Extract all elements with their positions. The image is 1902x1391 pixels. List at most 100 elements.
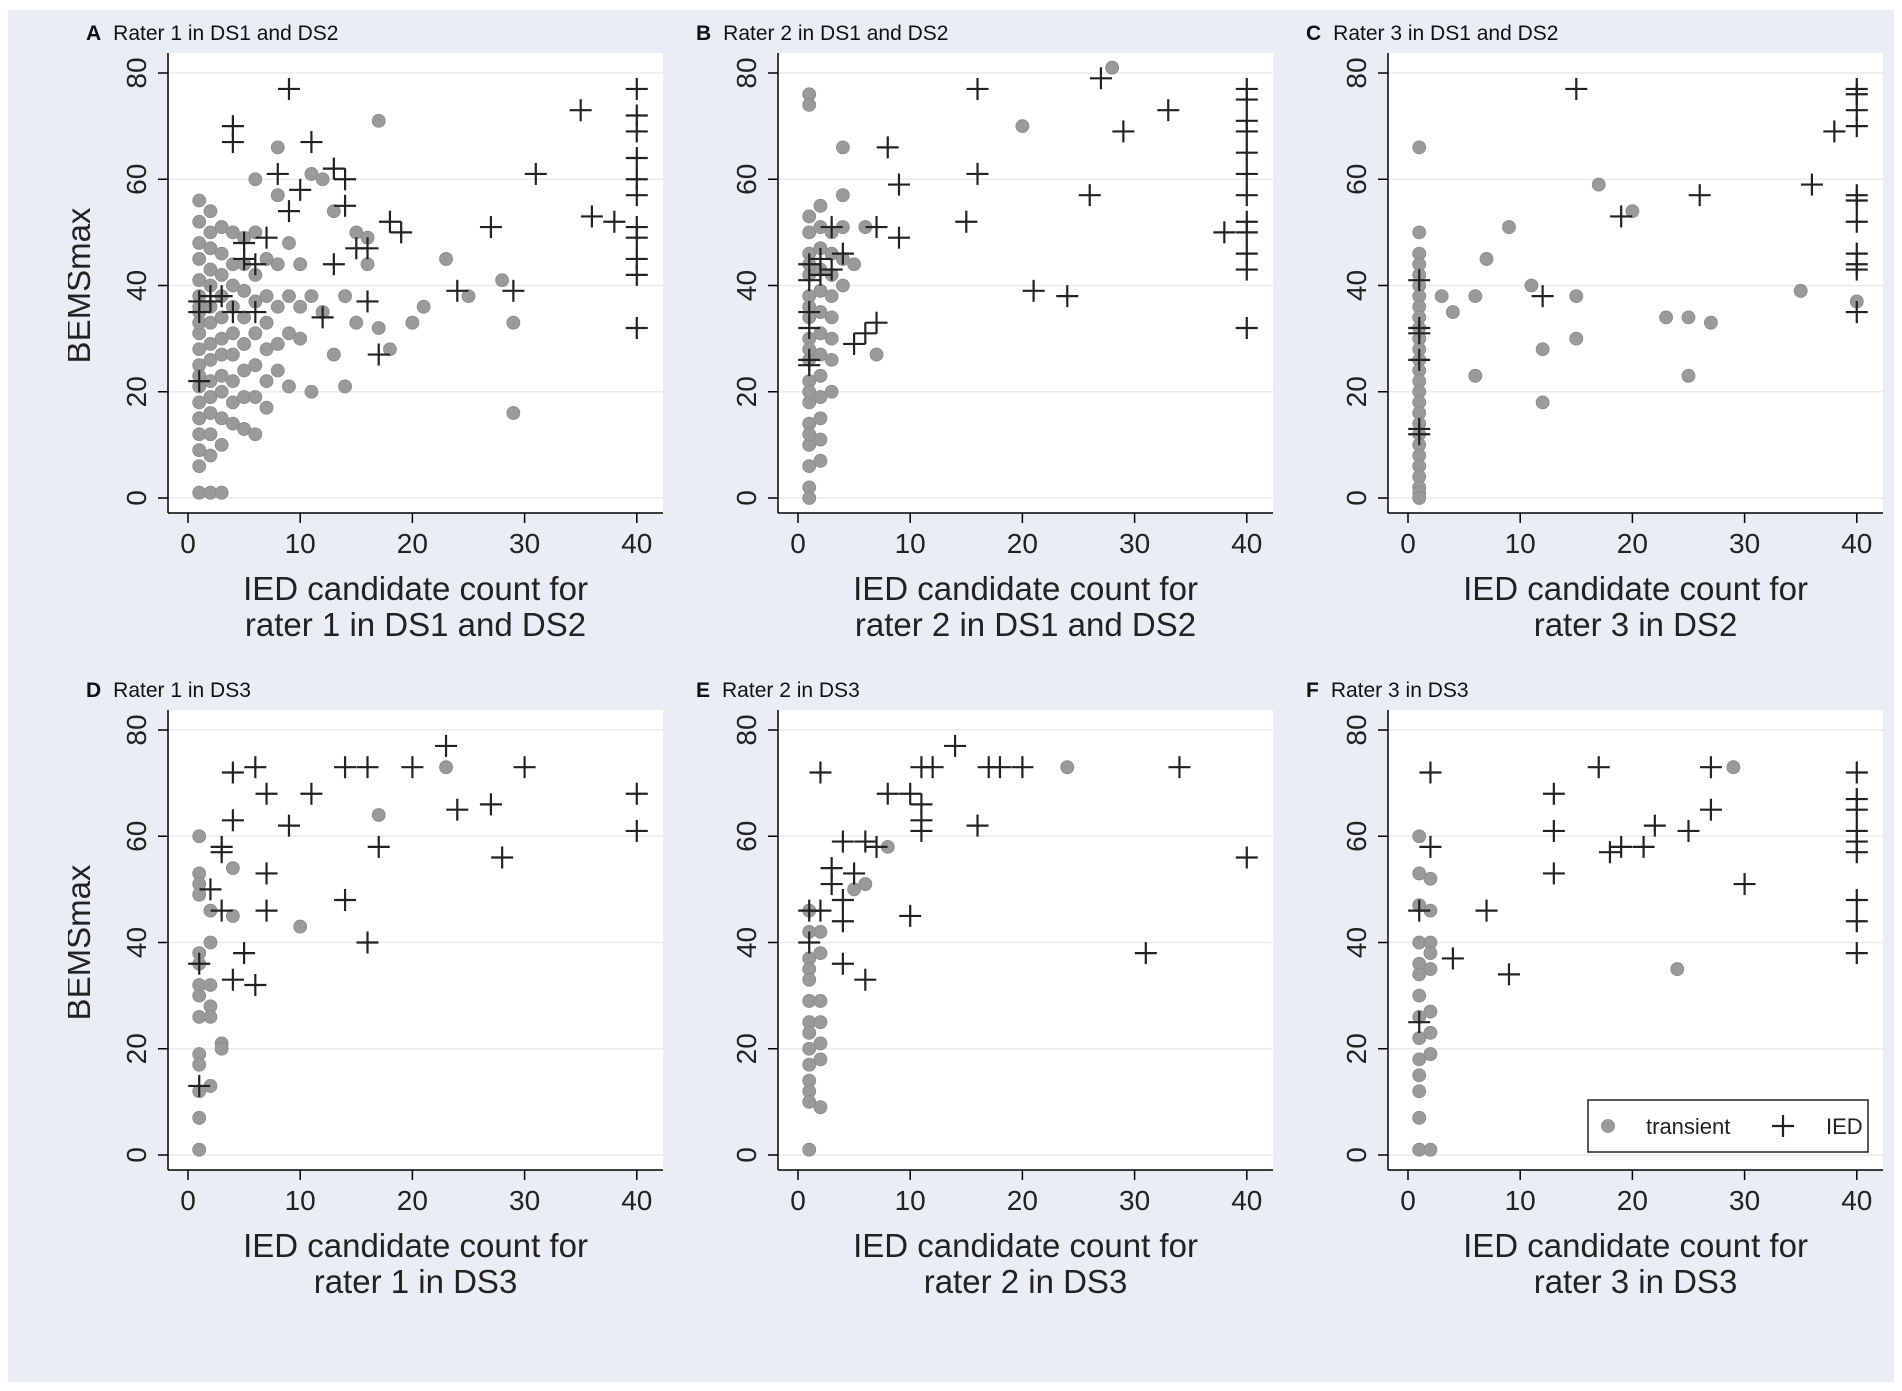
transient-point [1423, 871, 1438, 886]
transient-point [824, 352, 839, 367]
transient-point [203, 390, 218, 404]
transient-point [248, 225, 263, 240]
ied-point [887, 226, 910, 249]
ied-point [831, 952, 854, 975]
transient-point [192, 193, 207, 208]
y-tick-label: 20 [731, 1033, 762, 1064]
ied-point [300, 131, 323, 154]
ied-point [876, 136, 899, 159]
y-tick-label: 20 [731, 376, 762, 407]
plot-area [1388, 53, 1883, 513]
ied-point [255, 899, 278, 922]
transient-point [282, 326, 296, 341]
panel-letter: C [1306, 22, 1321, 45]
x-tick-label: 30 [1729, 528, 1760, 559]
ied-point [334, 194, 357, 217]
transient-point [203, 225, 218, 240]
ied-point [1845, 301, 1868, 324]
transient-point [214, 437, 229, 452]
transient-point [248, 358, 263, 373]
transient-point [203, 1009, 218, 1024]
y-tick-label: 0 [731, 1147, 762, 1163]
y-tick-label: 80 [121, 57, 152, 88]
ied-point [966, 814, 989, 837]
transient-point [1412, 491, 1427, 505]
ied-point [1235, 846, 1258, 869]
ied-point [1078, 184, 1101, 207]
ied-point [569, 99, 592, 122]
ied-point [625, 782, 648, 805]
transient-point [214, 267, 229, 282]
ied-point [625, 184, 648, 207]
ied-point [356, 931, 379, 954]
ied-point [188, 952, 211, 975]
transient-point [203, 427, 218, 442]
transient-point [813, 198, 828, 213]
ied-point [625, 147, 648, 169]
transient-point [1681, 310, 1696, 325]
y-tick-label: 20 [121, 1033, 152, 1064]
ied-point [603, 210, 626, 233]
transient-point [416, 299, 431, 314]
y-tick-label: 0 [731, 490, 762, 506]
ied-point [1213, 221, 1236, 244]
y-tick-label: 60 [121, 164, 152, 195]
y-tick-label: 0 [1341, 1147, 1372, 1163]
transient-point [326, 347, 341, 362]
ied-point [1112, 120, 1135, 143]
y-tick-label: 20 [1341, 376, 1372, 407]
x-axis-title: rater 1 in DS3 [314, 1263, 518, 1300]
x-tick-label: 30 [509, 1185, 540, 1216]
transient-point [259, 400, 274, 415]
panel-title: B Rater 2 in DS1 and DS2 [696, 22, 948, 45]
transient-point [282, 289, 296, 304]
transient-point [192, 459, 207, 474]
transient-point [813, 411, 828, 426]
transient-point [835, 188, 850, 203]
transient-point [824, 331, 839, 346]
y-axis-title: BEMSmax [68, 864, 97, 1020]
ied-point [1643, 814, 1666, 837]
transient-point [1793, 283, 1808, 298]
transient-point [1423, 1004, 1438, 1019]
y-tick-label: 80 [1341, 714, 1372, 745]
ied-point [1408, 899, 1431, 922]
chart-panel-A: A Rater 1 in DS1 and DS2 0 20 40 60 80 0 10 20 30 4… [68, 22, 663, 643]
transient-point [1412, 140, 1427, 155]
ied-point [988, 756, 1011, 779]
x-tick-label: 40 [1231, 528, 1262, 559]
ied-point [809, 761, 832, 784]
transient-point [214, 331, 229, 346]
ied-point [233, 942, 256, 965]
transient-point [1412, 866, 1427, 881]
ied-point [1845, 841, 1868, 864]
transient-point [802, 459, 817, 474]
ied-point [625, 226, 648, 249]
ied-point [1845, 189, 1868, 212]
transient-point [813, 1052, 828, 1067]
ied-point [356, 756, 379, 779]
plot-area [1388, 710, 1883, 1170]
transient-point [813, 432, 828, 447]
transient-point [802, 384, 817, 399]
ied-point [798, 317, 821, 339]
transient-point [203, 352, 218, 367]
transient-point [192, 411, 207, 426]
panel-title: D Rater 1 in DS3 [86, 679, 251, 702]
transient-point [813, 924, 828, 939]
y-tick-label: 40 [731, 270, 762, 301]
ied-point [1235, 221, 1258, 244]
ied-point [188, 301, 211, 324]
transient-point [383, 342, 397, 357]
transient-point [1502, 220, 1516, 234]
transient-point [1659, 310, 1673, 325]
transient-point [802, 1025, 817, 1040]
ied-point [820, 216, 843, 239]
ied-point [289, 178, 312, 201]
ied-point [843, 862, 866, 885]
x-tick-label: 0 [180, 1185, 196, 1216]
panel-title-text: Rater 1 in DS1 and DS2 [113, 22, 338, 45]
ied-point [210, 835, 233, 858]
y-tick-label: 40 [731, 927, 762, 958]
transient-point [506, 315, 521, 330]
